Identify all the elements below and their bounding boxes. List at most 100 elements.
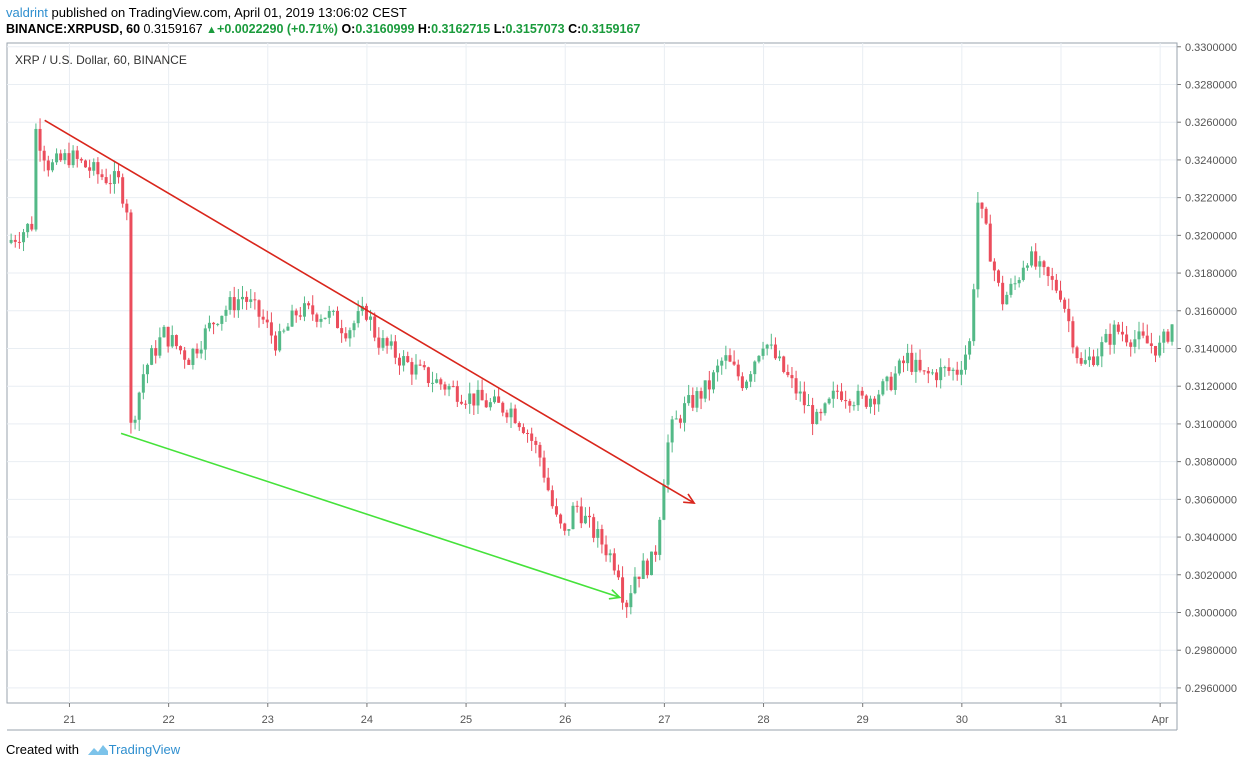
- trendlines[interactable]: [44, 119, 696, 600]
- candle-body: [278, 331, 282, 351]
- candle-body: [42, 150, 46, 161]
- y-tick-label: 0.3020000: [1185, 570, 1237, 582]
- candle-body: [203, 328, 207, 350]
- candle-body: [426, 367, 430, 384]
- candle-body: [778, 356, 782, 359]
- candle-body: [918, 359, 922, 371]
- candle-body: [972, 289, 976, 342]
- candle-body: [922, 370, 926, 372]
- candle-body: [658, 519, 662, 555]
- x-tick-label: 31: [1055, 714, 1067, 726]
- candle-body: [112, 171, 116, 184]
- x-tick-label: 29: [857, 714, 869, 726]
- candle-body: [191, 348, 195, 365]
- candle-body: [1017, 279, 1021, 284]
- candle-body: [947, 367, 951, 372]
- candle-body: [1021, 267, 1025, 280]
- candle-body: [121, 177, 125, 204]
- candle-body: [1162, 331, 1166, 343]
- candle-body: [290, 310, 294, 327]
- candle-body: [418, 364, 422, 366]
- candle-body: [827, 398, 831, 404]
- candle-body: [1063, 299, 1067, 309]
- candle-body: [431, 382, 435, 384]
- y-tick-label: 0.3180000: [1185, 268, 1237, 280]
- resistance-trendline: [44, 119, 695, 504]
- publish-info: valdrint published on TradingView.com, A…: [6, 5, 407, 20]
- candle-body: [765, 344, 769, 349]
- high-label: H:: [417, 22, 432, 36]
- candle-body: [1075, 347, 1079, 359]
- candle-body: [542, 457, 546, 478]
- candle-body: [596, 529, 600, 538]
- candle-body: [34, 128, 38, 230]
- candle-body: [1009, 283, 1013, 295]
- price-chart[interactable]: 0.2960000 0.2980000 0.3000000 0.3020000 0.30…: [0, 0, 1253, 740]
- candle-body: [402, 356, 406, 366]
- candle-body: [1170, 324, 1174, 342]
- created-with-label: Created with: [6, 742, 79, 757]
- candle-body: [385, 338, 389, 346]
- x-tick-label: 26: [559, 714, 571, 726]
- candle-body: [720, 360, 724, 366]
- candle-body: [216, 323, 220, 325]
- candle-body: [1058, 290, 1062, 300]
- candle-body: [1071, 321, 1075, 348]
- candle-body: [1087, 356, 1091, 361]
- candle-body: [546, 477, 550, 491]
- candle-body: [997, 270, 1001, 283]
- candle-body: [571, 505, 575, 530]
- x-tick-label: 24: [361, 714, 373, 726]
- candle-body: [245, 296, 249, 302]
- candle-body: [517, 423, 521, 428]
- candle-body: [476, 389, 480, 406]
- time-axis[interactable]: 21 22 23 24 25 26 27 28 29 30 31 Apr: [7, 703, 1177, 731]
- candle-body: [749, 374, 753, 382]
- candle-body: [773, 344, 777, 359]
- candle-body: [984, 208, 988, 224]
- candle-body: [439, 379, 443, 385]
- candle-body: [257, 300, 261, 317]
- candle-body: [579, 506, 583, 524]
- candle-body: [249, 299, 253, 302]
- candle-body: [877, 394, 881, 405]
- low-label: L:: [493, 22, 506, 36]
- close-value: 0.3159167: [581, 22, 641, 36]
- candle-body: [406, 356, 410, 363]
- y-tick-label: 0.3000000: [1185, 607, 1237, 619]
- candle-body: [856, 390, 860, 406]
- candle-body: [468, 393, 472, 404]
- candle-body: [1079, 358, 1083, 364]
- candle-body: [360, 305, 364, 312]
- y-tick-label: 0.2960000: [1185, 683, 1237, 695]
- x-tick-label: 21: [63, 714, 75, 726]
- candle-body: [302, 303, 306, 317]
- candle-body: [158, 337, 162, 356]
- candle-body: [1104, 333, 1108, 343]
- chart-pane[interactable]: [6, 42, 1178, 704]
- x-tick-label: 27: [658, 714, 670, 726]
- candle-body: [22, 232, 26, 243]
- candle-body: [67, 153, 71, 166]
- candle-body: [674, 418, 678, 420]
- candle-body: [1149, 343, 1153, 346]
- candle-body: [840, 391, 844, 401]
- candle-body: [96, 162, 100, 175]
- candle-body: [976, 202, 980, 290]
- candle-body: [1145, 335, 1149, 344]
- price-axis[interactable]: 0.2960000 0.2980000 0.3000000 0.3020000 0.30…: [1176, 42, 1237, 730]
- tradingview-brand[interactable]: TradingView: [108, 742, 181, 757]
- candle-body: [1129, 342, 1133, 347]
- candle-body: [187, 359, 191, 365]
- candle-body: [1141, 331, 1145, 336]
- author-link[interactable]: valdrint: [6, 5, 48, 20]
- candle-body: [740, 376, 744, 389]
- candle-body: [600, 529, 604, 545]
- candle-body: [307, 303, 311, 306]
- published-text: published on TradingView.com, April 01, …: [51, 5, 407, 20]
- candle-body: [83, 160, 87, 168]
- candle-body: [1108, 333, 1112, 345]
- candle-body: [1120, 331, 1124, 335]
- candle-body: [170, 335, 174, 347]
- candle-body: [282, 330, 286, 332]
